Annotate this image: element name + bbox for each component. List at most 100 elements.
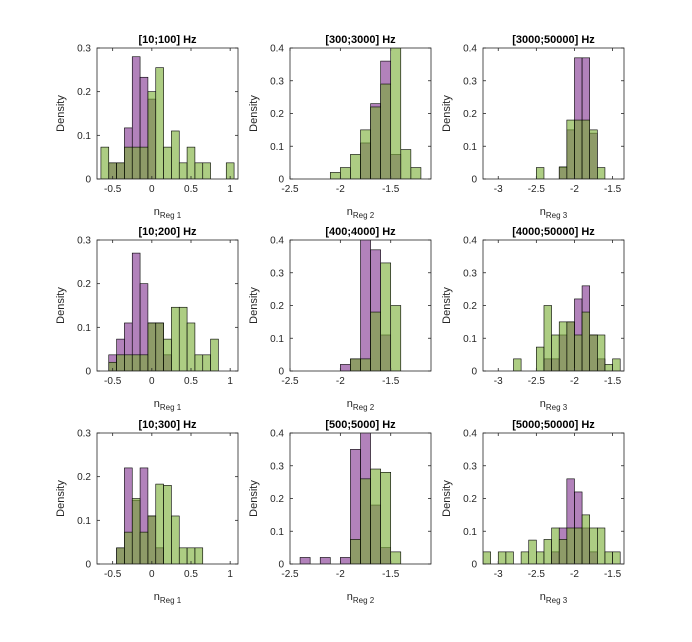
- green-bar: [612, 551, 621, 564]
- green-bar: [350, 358, 361, 371]
- y-tick-label: 0.1: [77, 323, 91, 334]
- green-bar: [202, 354, 211, 371]
- y-tick-label: 0.3: [270, 268, 284, 279]
- x-tick-label: -2: [570, 184, 579, 195]
- y-axis-label: Density: [55, 95, 67, 132]
- y-tick-label: 0: [471, 560, 477, 571]
- chart-panel-8: -2.5 -2 -1.5 0 0.1 0.2 0.3 0.4 [500;5000] Hz Dens…: [248, 419, 432, 605]
- green-bar: [340, 167, 351, 179]
- green-bar: [380, 262, 392, 371]
- y-tick-label: 0.2: [463, 494, 477, 505]
- bars: [108, 252, 219, 371]
- x-tick-label: -2: [336, 184, 345, 195]
- green-bar: [163, 485, 172, 564]
- x-tick-label: 0: [149, 376, 155, 387]
- y-tick-label: 0: [471, 175, 477, 186]
- x-tick-label: 0.5: [184, 376, 198, 387]
- x-axis-label: nReg 3: [540, 591, 568, 605]
- y-tick-label: 0.1: [77, 516, 91, 527]
- x-tick-label: -3: [494, 184, 503, 195]
- green-bar: [536, 167, 545, 179]
- green-bar: [574, 334, 583, 371]
- x-axis-label: nReg 2: [347, 591, 375, 605]
- purple-bar: [340, 364, 351, 371]
- chart-panel-3: -3 -2.5 -2 -1.5 0 0.1 0.2 0.3 0.4 [3000;50000] Hz…: [441, 34, 625, 220]
- green-bar: [360, 478, 371, 564]
- x-tick-label: 0.5: [184, 184, 198, 195]
- green-bar: [139, 531, 149, 564]
- green-bar: [390, 551, 402, 564]
- green-bar: [147, 91, 157, 179]
- green-bar: [178, 162, 188, 179]
- x-tick-label: -3: [494, 569, 503, 580]
- y-tick-label: 0.3: [463, 268, 477, 279]
- green-bar: [589, 527, 598, 564]
- green-bar: [581, 514, 591, 564]
- x-tick-label: 1: [227, 184, 233, 195]
- green-bar: [350, 539, 361, 564]
- chart-title: [300;3000] Hz: [325, 34, 396, 46]
- y-tick-label: 0: [471, 367, 477, 378]
- y-axis-label: Density: [441, 480, 453, 517]
- green-bar: [581, 311, 591, 371]
- green-bar: [360, 129, 371, 179]
- green-bar: [566, 527, 575, 564]
- bars: [116, 467, 204, 564]
- x-tick-label: -0.5: [104, 376, 122, 387]
- chart-title: [10;200] Hz: [138, 226, 197, 238]
- green-bar: [380, 471, 392, 564]
- green-bar: [558, 166, 568, 179]
- green-bar: [551, 527, 560, 564]
- bars: [340, 240, 402, 371]
- y-tick-label: 0: [85, 175, 91, 186]
- green-bar: [589, 334, 598, 371]
- bars: [299, 433, 402, 564]
- x-tick-label: -1.5: [604, 376, 622, 387]
- green-bar: [194, 162, 204, 179]
- green-bar: [370, 468, 381, 564]
- chart-panel-4: -0.5 0 0.5 1 0 0.1 0.2 0.3 [10;200] Hz Density nRe…: [55, 226, 239, 412]
- green-bar: [400, 149, 412, 179]
- green-bar: [155, 67, 164, 179]
- green-bar: [551, 334, 560, 371]
- green-bar: [566, 119, 575, 179]
- y-tick-label: 0.2: [77, 279, 91, 290]
- y-tick-label: 0.1: [463, 142, 477, 153]
- y-tick-label: 0.2: [270, 301, 284, 312]
- green-bar: [171, 306, 180, 371]
- green-bar: [100, 146, 110, 179]
- y-tick-label: 0.4: [463, 236, 477, 247]
- x-tick-label: -1.5: [382, 569, 400, 580]
- green-bar: [589, 129, 598, 179]
- y-tick-label: 0.1: [77, 131, 91, 142]
- green-bar: [147, 515, 157, 564]
- purple-bar: [319, 557, 331, 564]
- y-axis-label: Density: [248, 480, 260, 517]
- green-bar: [390, 305, 402, 371]
- green-bar: [597, 334, 606, 371]
- y-tick-label: 0.4: [270, 44, 284, 55]
- y-tick-label: 0.3: [77, 44, 91, 55]
- y-tick-label: 0.2: [463, 109, 477, 120]
- green-bar: [131, 146, 141, 179]
- green-bar: [116, 162, 125, 179]
- x-axis-label: nReg 3: [540, 398, 568, 412]
- y-tick-label: 0.1: [270, 527, 284, 538]
- y-tick-label: 0.2: [77, 472, 91, 483]
- y-axis-label: Density: [441, 287, 453, 324]
- y-tick-label: 0.4: [270, 236, 284, 247]
- chart-title: [3000;50000] Hz: [512, 34, 595, 46]
- bars: [329, 48, 422, 179]
- x-tick-label: -1.5: [382, 376, 400, 387]
- x-tick-label: 0.5: [184, 569, 198, 580]
- green-bar: [390, 48, 402, 179]
- y-axis-label: Density: [248, 287, 260, 324]
- green-bar: [186, 146, 196, 179]
- green-bar: [210, 338, 219, 371]
- chart-panel-2: -2.5 -2 -1.5 0 0.1 0.2 0.3 0.4 [300;3000] Hz Dens…: [248, 34, 432, 220]
- x-tick-label: -2.5: [281, 376, 299, 387]
- green-bar: [604, 551, 613, 564]
- x-tick-label: -2: [336, 569, 345, 580]
- chart-panel-7: -0.5 0 0.5 1 0 0.1 0.2 0.3 [10;300] Hz Density nRe…: [55, 419, 239, 605]
- x-tick-label: -1.5: [604, 569, 622, 580]
